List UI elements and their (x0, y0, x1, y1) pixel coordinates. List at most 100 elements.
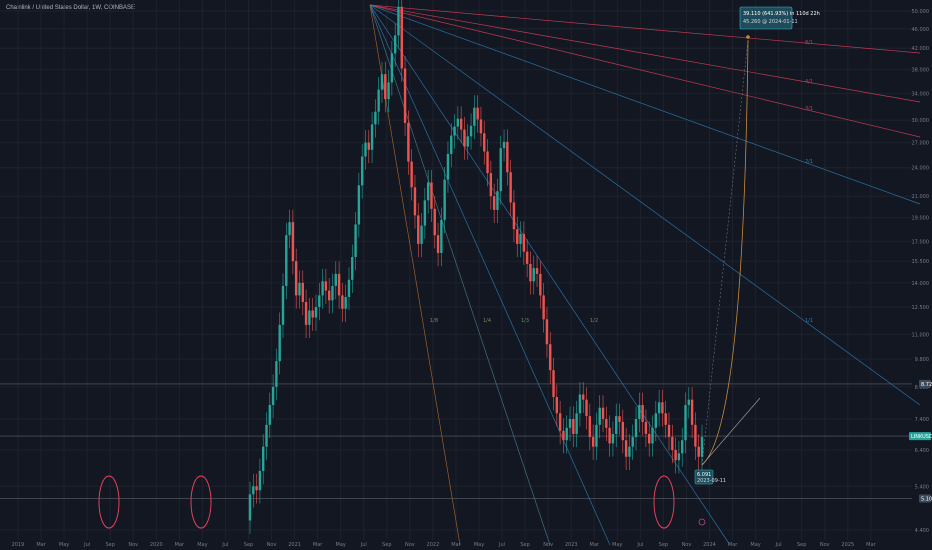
candle-body (516, 229, 519, 244)
candle-body (252, 486, 255, 495)
candle-body (275, 361, 278, 387)
x-tick-label: Nov (128, 542, 138, 548)
projection-guide (701, 39, 749, 466)
small-callout-line1: 6.091 (697, 472, 711, 478)
fan-line (369, 4, 921, 138)
projection-curve (701, 39, 749, 466)
highlight-ellipse (98, 475, 120, 529)
candle-body (318, 295, 321, 308)
price-label-text: 8.72 (921, 382, 932, 388)
x-tick-label: Mar (728, 542, 738, 548)
y-tick-label: 50.000 (912, 9, 930, 15)
candle-body (644, 421, 648, 434)
candle-body (499, 148, 502, 192)
candle-body (258, 471, 262, 491)
y-tick-label: 7.400 (915, 417, 929, 423)
candle-body (621, 421, 625, 441)
candle-body (397, 6, 400, 36)
x-tick-label: May (59, 542, 69, 548)
x-tick-label: 2024 (703, 542, 716, 548)
x-tick-label: Mar (866, 542, 876, 548)
y-tick-label: 15.500 (912, 259, 930, 265)
highlight-ellipse (653, 475, 675, 529)
x-tick-label: May (474, 542, 484, 548)
fan-line (369, 4, 921, 103)
fan-line (369, 4, 551, 546)
y-tick-label: 11.000 (912, 332, 930, 338)
candle-body (324, 281, 328, 291)
fan-line (369, 4, 921, 205)
fan-line (369, 4, 461, 546)
candle-body (588, 416, 592, 438)
candle-body (496, 191, 499, 210)
candle-body (351, 257, 354, 280)
candle-body (502, 141, 506, 149)
candle-body (294, 261, 298, 296)
event-marker (698, 518, 706, 526)
candle-body (694, 424, 697, 447)
candle-body (535, 268, 539, 274)
candle-body (469, 125, 473, 137)
candle-body (565, 427, 568, 441)
highlight-ellipse (190, 475, 212, 529)
candle-body (390, 53, 394, 83)
candle-body (552, 370, 555, 398)
x-tick-label: Nov (267, 542, 277, 548)
price-label-box (919, 494, 931, 503)
candle-body (304, 301, 308, 325)
x-tick-label: Jul (83, 542, 90, 548)
candle-body (387, 82, 390, 100)
candle-body (687, 399, 691, 406)
measure-callout-line1: 39.110 (641.93%) in 110d 22h (743, 11, 820, 17)
fan-label: 2/1 (805, 159, 813, 165)
fan-label: 4/1 (805, 79, 813, 85)
chart-title: Chainlink / United States Dollar, 1W, CO… (6, 5, 136, 11)
candle-body (677, 453, 681, 461)
candle-body (423, 200, 427, 226)
y-tick-label: 12.500 (912, 305, 930, 311)
candle-body (661, 402, 664, 414)
projection-line (701, 397, 761, 466)
candle-body (529, 263, 532, 282)
candle-body (426, 182, 430, 201)
candle-body (605, 418, 608, 428)
candle-body (466, 136, 469, 147)
candle-body (549, 344, 552, 371)
candle-body (628, 446, 631, 457)
candle-body (608, 427, 611, 444)
candle-body (255, 486, 258, 491)
x-tick-label: 2020 (150, 542, 163, 548)
candle-body (525, 251, 529, 264)
x-tick-label: 2021 (288, 542, 301, 548)
candle-body (268, 405, 271, 425)
candle-body (681, 440, 684, 454)
x-tick-label: Mar (175, 542, 185, 548)
candle-body (542, 295, 545, 320)
candle-body (479, 119, 483, 134)
candle-body (450, 135, 453, 154)
x-tick-label: Sep (105, 542, 114, 548)
candle-body (598, 407, 601, 425)
fan-label: 1/1 (805, 318, 813, 324)
y-tick-label: 14.000 (912, 281, 930, 287)
x-tick-label: Sep (520, 542, 529, 548)
candle-body (634, 418, 638, 438)
fan-label: 1/4 (483, 318, 491, 324)
candle-body (417, 215, 420, 244)
x-tick-label: Jul (636, 542, 643, 548)
fan-label: 1/8 (430, 318, 438, 324)
x-tick-label: Jul (360, 542, 367, 548)
candle-body (377, 89, 380, 112)
candle-body (690, 399, 694, 425)
candle-body (281, 285, 285, 325)
y-tick-label: 9.800 (915, 357, 929, 363)
x-tick-label: May (336, 542, 346, 548)
candle-body (384, 74, 387, 100)
candle-body (413, 187, 417, 216)
candle-body (651, 427, 654, 444)
x-tick-label: Nov (820, 542, 830, 548)
candle-body (420, 225, 423, 244)
candle-body (555, 397, 559, 414)
y-tick-label: 6.400 (915, 448, 929, 454)
